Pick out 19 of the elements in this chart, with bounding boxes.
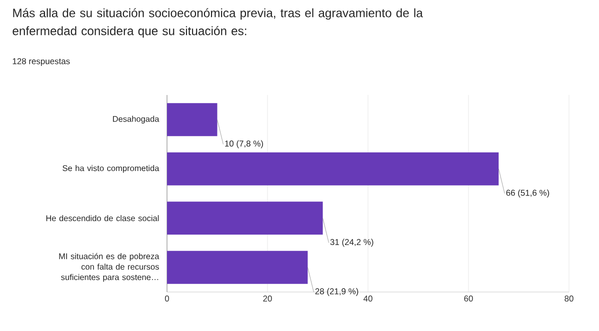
bar [167, 250, 308, 284]
data-label: 31 (24,2 %) [330, 238, 374, 247]
data-label: 10 (7,8 %) [225, 140, 263, 148]
y-tick-label: MI situación es de pobreza con falta de recursos suficientes para sostene… [59, 253, 160, 282]
bar [167, 152, 499, 186]
x-tick-label: 20 [263, 296, 272, 302]
bar [167, 202, 323, 235]
data-label: 66 (51,6 %) [506, 190, 550, 198]
y-tick-label: Desahogada [113, 116, 160, 124]
text: 128 respuestas [12, 58, 70, 66]
x-tick-label: 40 [363, 296, 372, 302]
x-tick-label: 60 [464, 296, 473, 302]
data-label: 28 (21,9 %) [315, 288, 358, 296]
bar [167, 103, 218, 136]
chart-title: Más alla de su situación socioeconómica previa, tras el agravamiento de la enfermedad considera que su situación es: [12, 8, 423, 38]
y-tick-label: He descendido de clase social [46, 215, 159, 222]
x-tick-label: 0 [164, 296, 170, 302]
x-tick-label: 80 [564, 296, 574, 302]
y-tick-label: Se ha visto comprometida [62, 165, 160, 173]
